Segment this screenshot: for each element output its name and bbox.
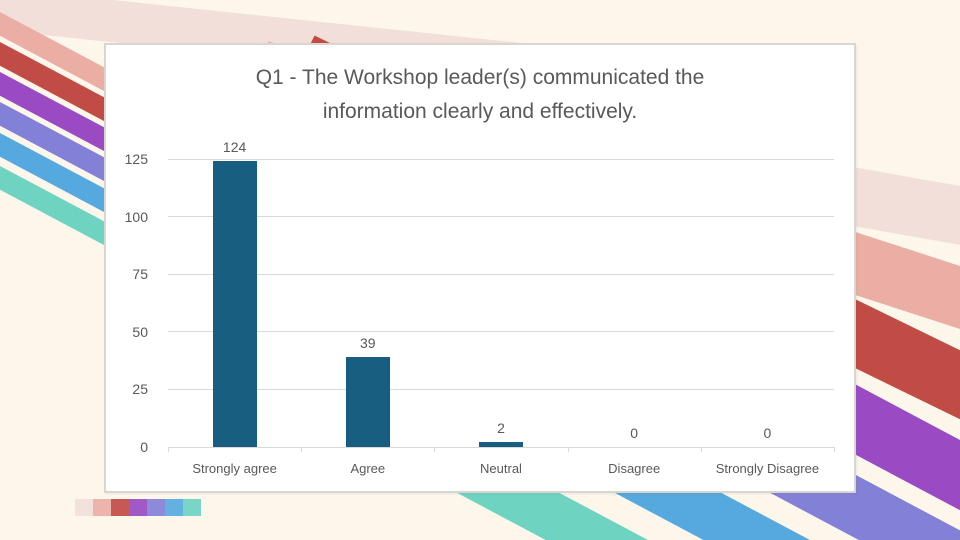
y-axis-tick-label: 50: [132, 323, 148, 340]
y-axis-tick-label: 125: [124, 151, 148, 167]
palette-swatch-blue: [165, 499, 183, 516]
x-axis-tick: [434, 447, 436, 452]
x-axis-category-label: Strongly Disagree: [715, 461, 820, 476]
bar-value-label: 2: [497, 420, 505, 437]
y-axis-tick-label: 75: [132, 266, 148, 283]
plot-area: 0 25 50 75 100 125 124 Strongly agree 39 Agree 2 Ne…: [106, 45, 854, 491]
x-axis-category-label: Disagree: [608, 461, 661, 476]
y-axis-tick-label: 100: [124, 208, 148, 225]
chart-card: Q1 - The Workshop leader(s) communicated…: [104, 43, 856, 493]
x-axis-line: [168, 446, 834, 448]
gridline: [168, 216, 834, 218]
bar-neutral: [479, 442, 523, 447]
x-axis-tick: [168, 447, 169, 452]
x-axis-tick: [834, 447, 835, 452]
x-axis-category-label: Agree: [350, 461, 386, 476]
gridline: [168, 158, 834, 160]
x-axis-category-label: Neutral: [480, 461, 522, 476]
x-axis-tick: [567, 447, 569, 452]
chart-title-line-1: Q1 - The Workshop leader(s) communicated…: [255, 66, 705, 89]
palette-swatch-purple: [129, 499, 147, 516]
gridline: [168, 388, 834, 390]
chart-title: Q1 - The Workshop leader(s) communicated…: [106, 61, 854, 129]
palette-swatch-salmon: [93, 499, 111, 516]
x-axis-category-label: Strongly agree: [192, 461, 277, 476]
palette-swatch-periwinkle: [147, 499, 165, 516]
bar-strongly-agree: [212, 161, 257, 447]
color-swatch-row: [75, 499, 201, 516]
chart-title-line-2: information clearly and effectively.: [322, 100, 638, 123]
bar-agree: [345, 357, 390, 447]
gridline: [168, 331, 834, 333]
x-axis-tick: [301, 447, 303, 452]
palette-swatch-light_pink: [75, 499, 93, 516]
bar-value-label: 124: [222, 139, 247, 156]
y-axis-tick-label: 0: [140, 439, 148, 455]
bar-value-label: 39: [360, 335, 376, 352]
palette-swatch-teal: [183, 499, 201, 516]
bar-value-label: 0: [630, 425, 639, 441]
gridline: [168, 273, 834, 275]
x-axis-tick: [700, 447, 702, 452]
y-axis-tick-label: 25: [132, 381, 148, 398]
bar-value-label: 0: [763, 425, 772, 441]
palette-swatch-red: [111, 499, 129, 516]
